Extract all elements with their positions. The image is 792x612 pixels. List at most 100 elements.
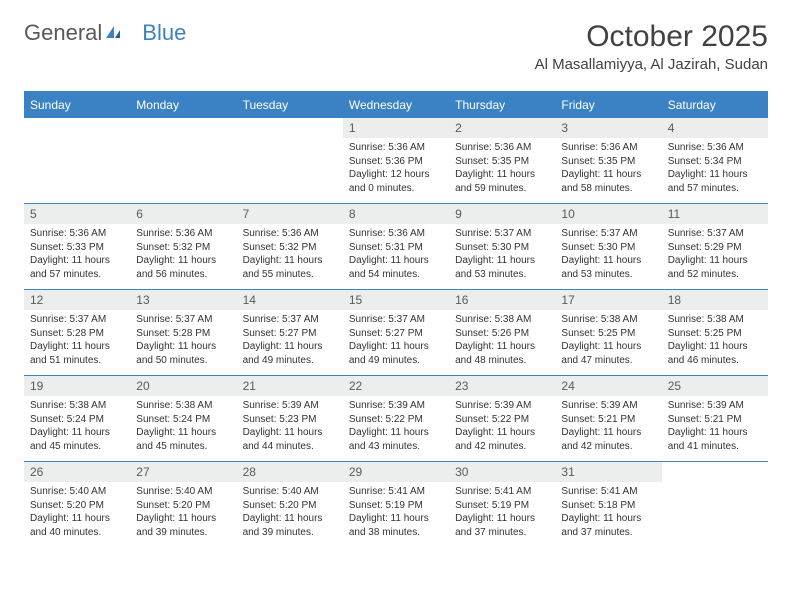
daylight-text: Daylight: 11 hours [30, 254, 124, 268]
calendar-cell: 28 Sunrise: 5:40 AMSunset: 5:20 PMDayligh… [237, 461, 343, 547]
daylight-text: Daylight: 11 hours [349, 340, 443, 354]
calendar-cell: 7Sunrise: 5:36 AMSunset: 5:32 PMDaylight… [237, 203, 343, 289]
sunrise-text: Sunrise: 5:36 AM [243, 227, 337, 241]
daylight-text: and 44 minutes. [243, 440, 337, 454]
sunset-text: Sunset: 5:36 PM [349, 155, 443, 169]
cell-details: Sunrise: 5:41 AMSunset: 5:19 PMDaylight:… [343, 482, 449, 545]
daylight-text: Daylight: 11 hours [455, 426, 549, 440]
sunrise-text: Sunrise: 5:38 AM [30, 399, 124, 413]
calendar-cell: 25Sunrise: 5:39 AMSunset: 5:21 PMDayligh… [662, 375, 768, 461]
daylight-text: and 58 minutes. [561, 182, 655, 196]
cell-details: Sunrise: 5:36 AMSunset: 5:32 PMDaylight:… [237, 224, 343, 287]
day-number: 26 [24, 461, 130, 482]
daylight-text: Daylight: 11 hours [561, 426, 655, 440]
sunrise-text: Sunrise: 5:41 AM [349, 485, 443, 499]
sunrise-text: Sunrise: 5:40 AM [136, 485, 230, 499]
calendar-table: SundayMondayTuesdayWednesdayThursdayFrid… [24, 91, 768, 547]
calendar-cell: 19Sunrise: 5:38 AMSunset: 5:24 PMDayligh… [24, 375, 130, 461]
sunset-text: Sunset: 5:27 PM [349, 327, 443, 341]
cell-details: Sunrise: 5:39 AMSunset: 5:21 PMDaylight:… [555, 396, 661, 459]
daylight-text: Daylight: 11 hours [668, 426, 762, 440]
cell-details: Sunrise: 5:38 AMSunset: 5:24 PMDaylight:… [130, 396, 236, 459]
cell-details: Sunrise: 5:37 AMSunset: 5:28 PMDaylight:… [24, 310, 130, 373]
sunrise-text: Sunrise: 5:38 AM [668, 313, 762, 327]
day-number: 12 [24, 289, 130, 310]
calendar-cell: 31Sunrise: 5:41 AMSunset: 5:18 PMDayligh… [555, 461, 661, 547]
sunset-text: Sunset: 5:19 PM [455, 499, 549, 513]
sunrise-text: Sunrise: 5:36 AM [30, 227, 124, 241]
sunrise-text: Sunrise: 5:39 AM [349, 399, 443, 413]
day-number: 9 [449, 203, 555, 224]
sunrise-text: Sunrise: 5:38 AM [561, 313, 655, 327]
cell-details: Sunrise: 5:38 AMSunset: 5:25 PMDaylight:… [662, 310, 768, 373]
sunset-text: Sunset: 5:24 PM [136, 413, 230, 427]
daylight-text: and 53 minutes. [455, 268, 549, 282]
daylight-text: and 48 minutes. [455, 354, 549, 368]
calendar-cell: 26Sunrise: 5:40 AMSunset: 5:20 PMDayligh… [24, 461, 130, 547]
sunset-text: Sunset: 5:20 PM [243, 499, 337, 513]
calendar-cell: 10Sunrise: 5:37 AMSunset: 5:30 PMDayligh… [555, 203, 661, 289]
cell-details: Sunrise: 5:37 AMSunset: 5:27 PMDaylight:… [343, 310, 449, 373]
cell-details: Sunrise: 5:37 AMSunset: 5:29 PMDaylight:… [662, 224, 768, 287]
day-header: Monday [130, 92, 236, 117]
calendar-cell: 21Sunrise: 5:39 AMSunset: 5:23 PMDayligh… [237, 375, 343, 461]
calendar-cell: 6Sunrise: 5:36 AMSunset: 5:32 PMDaylight… [130, 203, 236, 289]
month-title: October 2025 [535, 20, 768, 54]
sunset-text: Sunset: 5:32 PM [243, 241, 337, 255]
calendar-cell: 22Sunrise: 5:39 AMSunset: 5:22 PMDayligh… [343, 375, 449, 461]
sunset-text: Sunset: 5:24 PM [30, 413, 124, 427]
daylight-text: and 0 minutes. [349, 182, 443, 196]
daylight-text: and 45 minutes. [136, 440, 230, 454]
daylight-text: and 42 minutes. [455, 440, 549, 454]
location-text: Al Masallamiyya, Al Jazirah, Sudan [535, 56, 768, 73]
cell-details: Sunrise: 5:41 AMSunset: 5:18 PMDaylight:… [555, 482, 661, 545]
daylight-text: Daylight: 11 hours [349, 426, 443, 440]
sunrise-text: Sunrise: 5:36 AM [349, 227, 443, 241]
calendar-cell: 1Sunrise: 5:36 AMSunset: 5:36 PMDaylight… [343, 117, 449, 203]
cell-details: Sunrise: 5:37 AMSunset: 5:30 PMDaylight:… [555, 224, 661, 287]
sunset-text: Sunset: 5:31 PM [349, 241, 443, 255]
sunrise-text: Sunrise: 5:36 AM [136, 227, 230, 241]
daylight-text: and 50 minutes. [136, 354, 230, 368]
daylight-text: Daylight: 11 hours [668, 340, 762, 354]
day-header: Sunday [24, 92, 130, 117]
daylight-text: Daylight: 11 hours [136, 512, 230, 526]
daylight-text: and 37 minutes. [561, 526, 655, 540]
daylight-text: Daylight: 11 hours [668, 168, 762, 182]
sunset-text: Sunset: 5:32 PM [136, 241, 230, 255]
daylight-text: Daylight: 11 hours [243, 512, 337, 526]
sunset-text: Sunset: 5:21 PM [561, 413, 655, 427]
sunset-text: Sunset: 5:26 PM [455, 327, 549, 341]
daylight-text: and 45 minutes. [30, 440, 124, 454]
calendar-cell: 23Sunrise: 5:39 AMSunset: 5:22 PMDayligh… [449, 375, 555, 461]
calendar-cell: 17Sunrise: 5:38 AMSunset: 5:25 PMDayligh… [555, 289, 661, 375]
day-number: 28 [237, 461, 343, 482]
sunset-text: Sunset: 5:30 PM [455, 241, 549, 255]
daylight-text: Daylight: 11 hours [136, 254, 230, 268]
day-number: 1 [343, 117, 449, 138]
sunrise-text: Sunrise: 5:37 AM [668, 227, 762, 241]
sunset-text: Sunset: 5:34 PM [668, 155, 762, 169]
sunrise-text: Sunrise: 5:39 AM [243, 399, 337, 413]
daylight-text: Daylight: 11 hours [349, 512, 443, 526]
daylight-text: and 51 minutes. [30, 354, 124, 368]
calendar-cell: 11Sunrise: 5:37 AMSunset: 5:29 PMDayligh… [662, 203, 768, 289]
day-number: 14 [237, 289, 343, 310]
sunrise-text: Sunrise: 5:36 AM [668, 141, 762, 155]
cell-details: Sunrise: 5:36 AMSunset: 5:34 PMDaylight:… [662, 138, 768, 201]
sunset-text: Sunset: 5:35 PM [455, 155, 549, 169]
day-number: 19 [24, 375, 130, 396]
day-header: Thursday [449, 92, 555, 117]
calendar-cell [24, 117, 130, 203]
calendar-cell: 2Sunrise: 5:36 AMSunset: 5:35 PMDaylight… [449, 117, 555, 203]
day-number: 22 [343, 375, 449, 396]
daylight-text: Daylight: 11 hours [349, 254, 443, 268]
day-number: 31 [555, 461, 661, 482]
sunset-text: Sunset: 5:21 PM [668, 413, 762, 427]
calendar-week: 1 Sunrise: 5:36 AM Sunset: 5:36 PM Daylight… [24, 117, 768, 203]
day-number: 8 [343, 203, 449, 224]
brand-word2: Blue [142, 20, 186, 46]
sunset-text: Sunset: 5:27 PM [243, 327, 337, 341]
daylight-text: and 57 minutes. [668, 182, 762, 196]
sunrise-text: Sunrise: 5:40 AM [243, 485, 337, 499]
